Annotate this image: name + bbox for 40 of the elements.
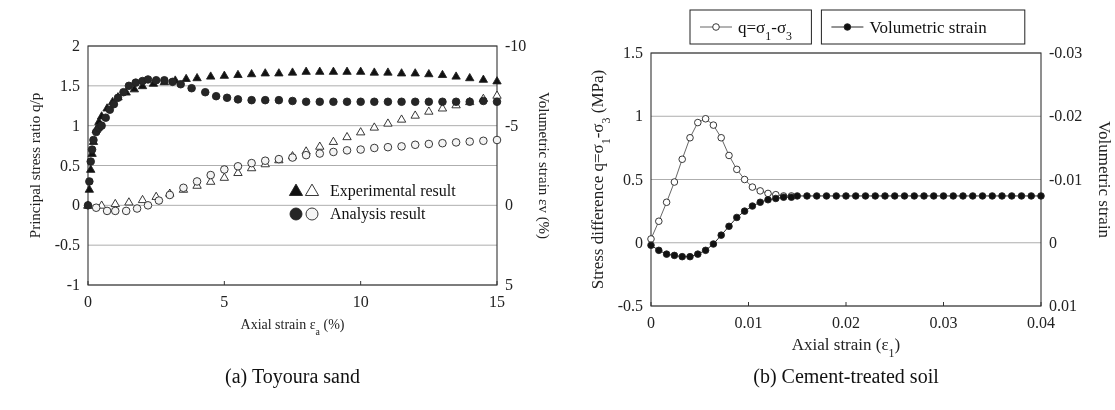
y2-tick-label: -10	[505, 37, 527, 54]
y-axis-title: Principal stress ratio q/p	[27, 92, 43, 239]
y2-tick-label: 5	[505, 276, 513, 293]
x-tick-label: 15	[489, 293, 505, 310]
y-tick-label: 1.5	[623, 44, 643, 61]
y2-axis-title: Volumetric strain εv (%)	[535, 91, 552, 240]
x-tick-label: 0.01	[734, 314, 763, 331]
legend-label: q=σ$_{1}$-σ$_{3}$	[738, 18, 793, 43]
y-tick-label: 0	[635, 233, 643, 251]
text: (b) Cement-treated soil	[753, 365, 940, 388]
y-tick-label: 0.5	[60, 156, 80, 174]
y-tick-label: -1	[66, 276, 80, 293]
y2-tick-label: -0.03	[1049, 44, 1083, 61]
y-tick-label: 1	[635, 107, 643, 125]
x-tick-label: 0	[647, 314, 655, 331]
y2-tick-label: 0	[505, 196, 513, 214]
y2-axis-title: Volumetric strain	[1095, 120, 1114, 239]
x-tick-label: 0	[84, 293, 92, 310]
y2-tick-label: 0	[1049, 233, 1057, 251]
x-tick-label: 0.04	[1027, 314, 1055, 331]
y-tick-label: 0	[72, 196, 80, 214]
x-tick-label: 0.02	[832, 314, 860, 331]
y-tick-label: 0.5	[623, 170, 643, 188]
y2-tick-label: -5	[505, 116, 519, 134]
x-axis-title: Axial strain (ε$_{1}$)	[791, 335, 901, 360]
x-axis-title: Axial strain ε$_{a}$ (%)	[240, 317, 345, 337]
text: (a) Toyoura sand	[225, 365, 360, 388]
y-tick-label: -0.5	[54, 236, 80, 254]
y-tick-label: 1.5	[60, 76, 80, 94]
y2-tick-label: -0.01	[1049, 170, 1083, 188]
y-tick-label: 2	[72, 37, 80, 54]
legend-label: Experimental result	[330, 182, 457, 200]
y-tick-label: -0.5	[617, 297, 643, 314]
x-tick-label: 5	[220, 293, 229, 310]
y2-tick-label: -0.02	[1049, 107, 1083, 125]
y-tick-label: 1	[72, 116, 80, 134]
x-tick-label: 10	[352, 293, 369, 310]
x-tick-label: 0.03	[929, 314, 958, 331]
legend-label: Volumetric strain	[869, 18, 988, 37]
legend-label: Analysis result	[330, 205, 427, 223]
